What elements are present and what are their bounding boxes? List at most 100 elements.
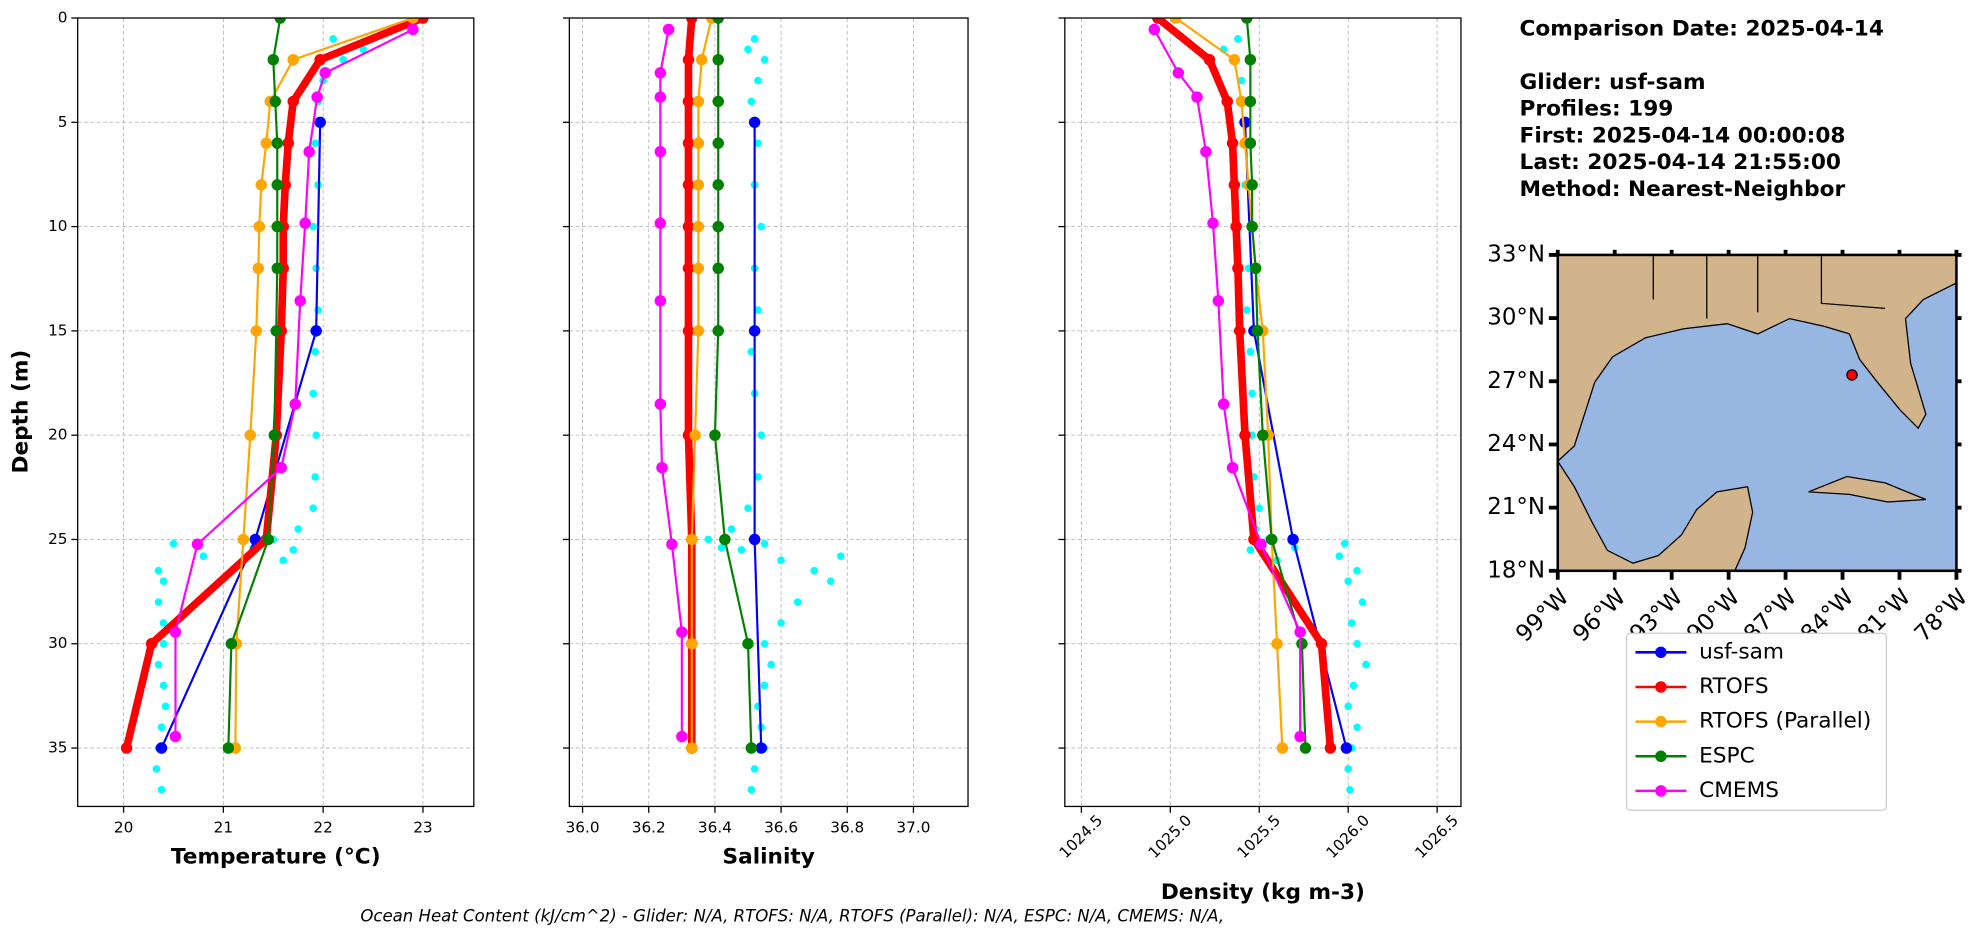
glider-point [154,566,163,575]
y-tick-label: 33°N [1487,241,1545,267]
profile-point [294,295,306,307]
profile-point [686,638,698,650]
glider-point [1246,546,1255,554]
profile-point [1217,398,1230,410]
glider-point [309,504,317,512]
profile-point [692,95,705,108]
profile-point [1241,18,1253,24]
profile-point [682,262,695,275]
legend-label: ESPC [1699,743,1755,768]
x-tick-label: 99°W [1511,584,1574,647]
profile-point [271,137,283,149]
glider-point [717,543,726,552]
profile-point [268,429,280,441]
profile-point [1265,533,1278,546]
glider-point [289,546,298,554]
profile-line [234,18,414,749]
profile-point [712,262,724,275]
glider-point [754,306,762,314]
profile-point [1239,116,1251,129]
legend-box [1625,632,1888,811]
x-tick-label: 37.0 [896,819,930,837]
glider-point [1347,619,1356,627]
profile-point [745,742,758,754]
profile-point [1255,538,1267,550]
profile-point [686,533,698,546]
profile-line [713,18,753,749]
profile-point [1276,742,1289,754]
profile-point [1221,95,1233,108]
x-tick-label: 36.0 [566,819,600,837]
glider-point [159,639,168,648]
map-frame [1556,253,1958,573]
x-tick-label: 22 [313,819,332,837]
profile-point [252,262,265,275]
profile-point [1200,145,1212,158]
glider-point [1353,639,1361,648]
footer-note: Ocean Heat Content (kJ/cm^2) - Glider: N… [360,907,1224,926]
glider-point [154,660,163,669]
profile-point [1239,429,1251,441]
glider-point [1344,765,1353,773]
profile-point [225,638,238,650]
profile-point [1257,429,1269,441]
info-title: Comparison Date: 2025-04-14 [1520,16,1884,41]
glider-point [1237,76,1246,85]
profile-point [1246,220,1258,233]
profile-point [656,461,668,474]
profile-point [311,91,323,103]
x-tick-label: 36.6 [764,819,798,837]
profile-point [145,638,158,650]
profile-line [1153,28,1302,737]
glider-point [754,76,762,85]
info-line: Glider: usf-sam [1520,70,1706,95]
x-tick-label: 1025.5 [1234,811,1285,862]
profile-point [686,18,698,24]
profile-point [654,398,667,410]
profile-point [310,325,322,337]
profile-point [267,53,279,66]
x-tick-label: 1026.5 [1412,811,1463,862]
x-axis-label: Salinity [723,844,815,869]
profile-point [1233,325,1246,337]
y-tick-label: 5 [58,113,68,131]
y-tick-label: 18°N [1487,557,1545,583]
profile-point [712,18,724,24]
profile-point [244,429,257,441]
glider-point [311,347,319,356]
legend-marker [1655,750,1667,762]
glider-point [161,702,170,711]
glider-point [750,35,759,43]
glider-point [157,723,166,732]
profile-point [695,53,708,66]
profile-point [270,325,282,337]
profile-point [682,53,695,66]
profile-point [1191,91,1203,103]
profile-point [271,220,283,233]
profile-point [1226,461,1239,474]
glider-point [757,431,766,439]
glider-point [1344,577,1353,586]
profile-point [275,461,287,474]
glider-point [169,539,178,548]
profile-point [719,533,731,546]
profile-point [712,325,724,337]
profile-point [1169,18,1182,24]
profile-point [1232,262,1244,275]
info-line: Method: Nearest-Neighbor [1520,177,1846,202]
axes-frame [568,17,969,808]
profile-point [407,23,419,36]
profile-point [755,742,767,754]
profile-point [1235,95,1248,108]
profile-point [169,626,182,638]
x-tick-label: 21 [214,819,233,837]
glider-point [1346,785,1354,794]
glider-point [760,639,769,648]
legend-label: CMEMS [1699,778,1779,803]
profile-line [160,122,322,749]
glider-point [312,431,320,439]
profile-line [1155,18,1335,749]
glider-point [199,552,208,560]
profile-point [1340,742,1353,754]
profile-point [319,67,331,79]
